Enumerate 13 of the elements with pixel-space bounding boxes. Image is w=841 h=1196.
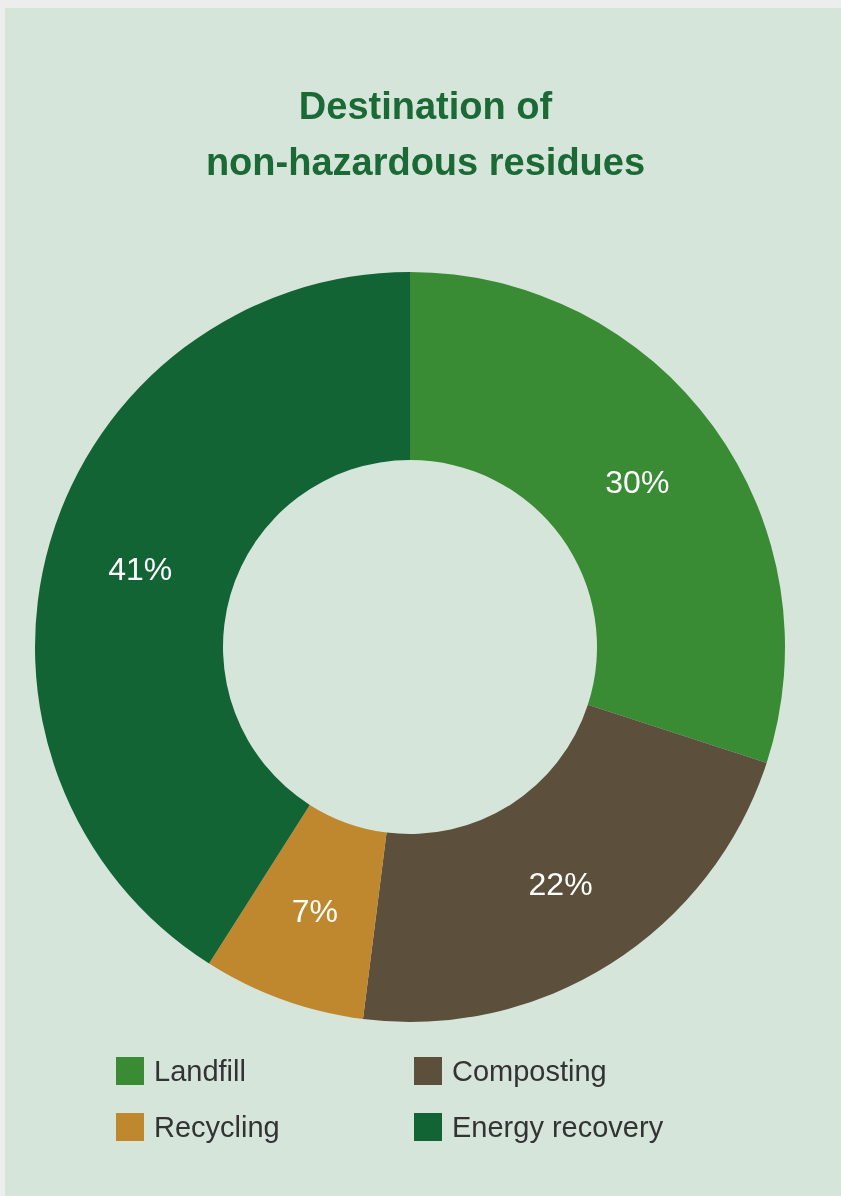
donut-slice <box>410 272 785 763</box>
donut-slice <box>363 704 767 1022</box>
legend-label: Recycling <box>154 1110 280 1144</box>
legend-label: Composting <box>452 1054 607 1088</box>
donut-slice <box>35 272 410 964</box>
chart-title: Destination of non-hazardous residues <box>204 84 647 185</box>
data-label: 41% <box>108 550 173 587</box>
donut-slice <box>209 804 387 1020</box>
data-label: 7% <box>291 893 338 930</box>
data-label: 22% <box>528 866 593 903</box>
legend-label: Energy recovery <box>452 1110 664 1144</box>
data-label: 30% <box>605 463 670 500</box>
legend-label: Landfill <box>154 1054 246 1088</box>
